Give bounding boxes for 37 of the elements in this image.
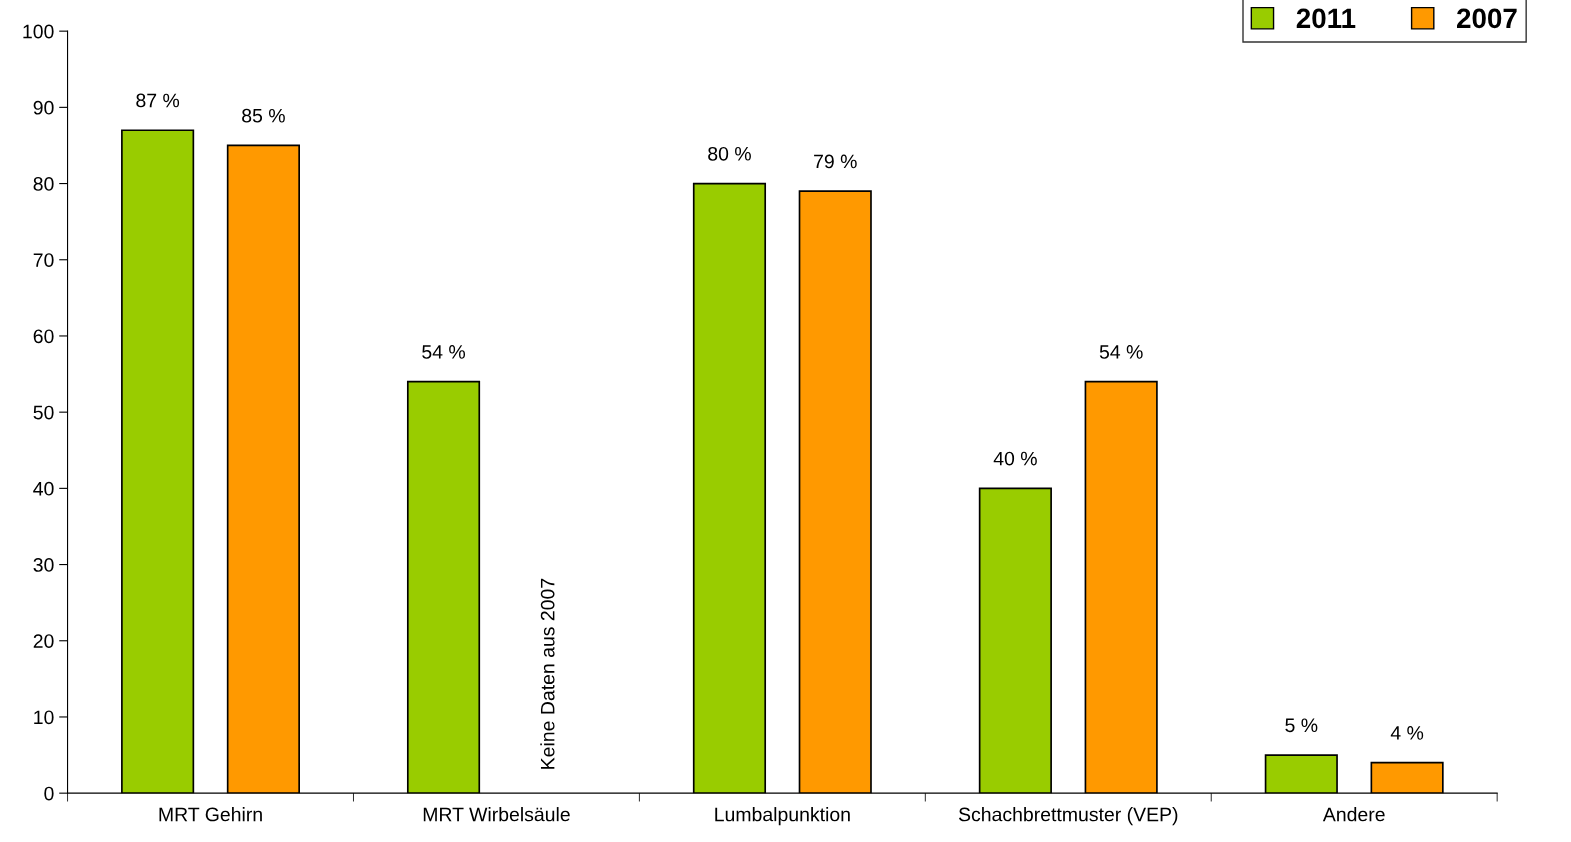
x-tick-label: MRT Gehirn	[159, 807, 262, 822]
data-label: 4 %	[1390, 726, 1424, 740]
bar	[226, 144, 300, 794]
x-tick-label: Lumbalpunktion	[715, 807, 850, 826]
x-tick-label: Andere	[1322, 807, 1385, 822]
y-tick-label: 40	[33, 481, 54, 496]
bar	[798, 190, 872, 794]
bar	[978, 487, 1052, 794]
annotation: Keine Daten aus 2007	[540, 578, 555, 769]
data-label: 80 %	[708, 146, 751, 161]
y-tick-label: 30	[33, 558, 54, 572]
y-tick-label: 0	[44, 786, 54, 801]
data-label: 79 %	[814, 154, 857, 169]
data-label: 54 %	[422, 345, 466, 359]
data-label: 85 %	[242, 108, 285, 123]
bar	[1084, 380, 1158, 794]
x-tick-label: Schachbrettmuster (VEP)	[958, 807, 1178, 826]
y-tick-label: 60	[33, 329, 54, 344]
bar	[1370, 761, 1444, 794]
legend-label: 2007	[1457, 8, 1517, 29]
y-tick-label: 90	[33, 100, 54, 115]
y-tick-label: 50	[33, 405, 54, 420]
data-label: 5 %	[1285, 718, 1318, 733]
y-tick-label: 10	[34, 710, 54, 725]
y-tick-label: 80	[33, 177, 54, 191]
data-label: 87 %	[136, 93, 180, 108]
bar	[406, 380, 481, 794]
data-label: 54 %	[1099, 345, 1143, 359]
bar	[1264, 754, 1338, 794]
x-tick-label: MRT Wirbelsäule	[423, 807, 570, 822]
y-tick-label: 100	[23, 24, 54, 39]
y-tick-label: 20	[33, 634, 54, 648]
legend-label: 2011	[1296, 8, 1356, 29]
data-label: 40 %	[993, 451, 1037, 466]
y-tick-label: 70	[33, 253, 54, 267]
bar	[121, 129, 195, 794]
bar	[692, 182, 767, 794]
